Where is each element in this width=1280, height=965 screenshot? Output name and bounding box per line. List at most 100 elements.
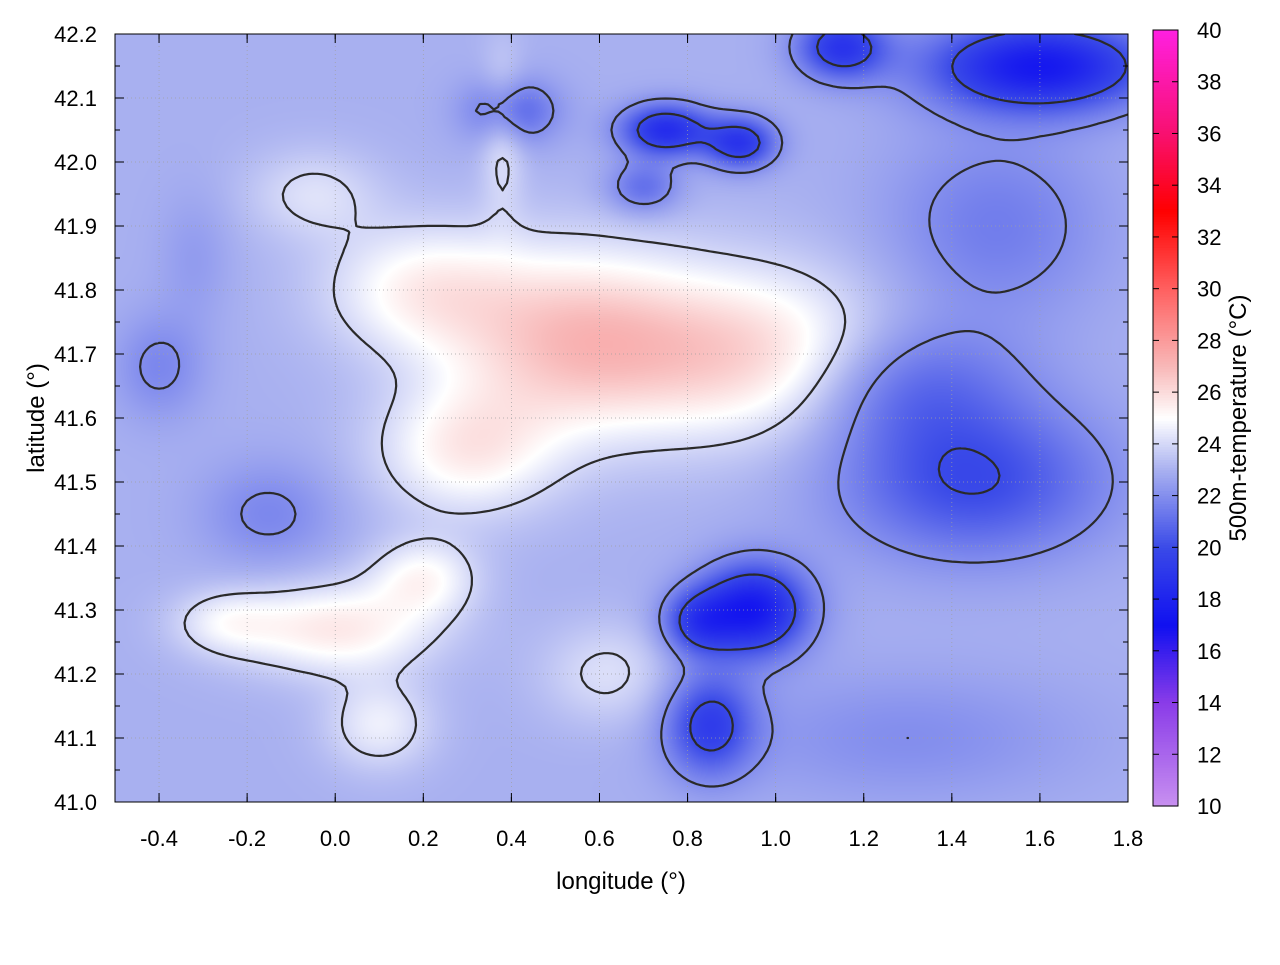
- colorbar-segment: [1153, 627, 1178, 631]
- colorbar-segment: [1153, 71, 1178, 75]
- colorbar-segment: [1153, 304, 1178, 308]
- colorbar-segment: [1153, 353, 1178, 357]
- colorbar-segment: [1153, 521, 1178, 525]
- colorbar-segment: [1153, 508, 1178, 512]
- colorbar-segment: [1153, 733, 1178, 737]
- contour-line: [183, 157, 847, 757]
- colorbar-segment: [1153, 764, 1178, 768]
- x-tick-label: 0.4: [496, 826, 527, 851]
- colorbar-tick-label: 14: [1197, 691, 1221, 716]
- colorbar-segment: [1153, 715, 1178, 719]
- colorbar-segment: [1153, 418, 1178, 422]
- colorbar-segment: [1153, 635, 1178, 639]
- colorbar-segment: [1153, 415, 1178, 419]
- x-tick-label: 0.8: [672, 826, 703, 851]
- colorbar-segment: [1153, 94, 1178, 98]
- colorbar-segment: [1153, 493, 1178, 497]
- colorbar-tick-label: 26: [1197, 380, 1221, 405]
- colorbar-segment: [1153, 247, 1178, 251]
- colorbar-segment: [1153, 133, 1178, 137]
- colorbar-segment: [1153, 707, 1178, 711]
- x-tick-label: -0.4: [140, 826, 178, 851]
- colorbar-segment: [1153, 516, 1178, 520]
- colorbar-segment: [1153, 242, 1178, 246]
- colorbar-segment: [1153, 536, 1178, 541]
- colorbar-segment: [1153, 324, 1178, 329]
- colorbar-segment: [1153, 630, 1178, 634]
- colorbar-segment: [1153, 37, 1178, 41]
- colorbar-segment: [1153, 674, 1178, 678]
- colorbar-segment: [1153, 767, 1178, 771]
- colorbar-segment: [1153, 195, 1178, 199]
- colorbar-segment: [1153, 340, 1178, 344]
- colorbar-segment: [1153, 469, 1178, 473]
- colorbar-segment: [1153, 785, 1178, 789]
- colorbar-segment: [1153, 84, 1178, 88]
- colorbar-segment: [1153, 156, 1178, 160]
- colorbar-tick-label: 28: [1197, 328, 1221, 353]
- colorbar-segment: [1153, 637, 1178, 642]
- colorbar-segment: [1153, 265, 1178, 269]
- y-tick-label: 41.3: [54, 598, 97, 623]
- colorbar-segment: [1153, 645, 1178, 649]
- grid-lines: [115, 34, 1128, 802]
- colorbar-frame: [1152, 29, 1179, 807]
- colorbar-segment: [1153, 449, 1178, 453]
- colorbar-segment: [1153, 539, 1178, 543]
- y-tick-label: 42.2: [54, 22, 97, 47]
- colorbar-segment: [1153, 746, 1178, 750]
- colorbar-segment: [1153, 472, 1178, 476]
- y-tick-label: 41.9: [54, 214, 97, 239]
- colorbar-segment: [1153, 154, 1178, 158]
- colorbar-segment: [1153, 425, 1178, 429]
- colorbar-segment: [1153, 79, 1178, 83]
- colorbar-segment: [1153, 518, 1178, 523]
- colorbar-segment: [1153, 200, 1178, 204]
- colorbar-segment: [1153, 146, 1178, 150]
- colorbar-segment: [1153, 451, 1178, 455]
- colorbar-segment: [1153, 712, 1178, 717]
- colorbar-segment: [1153, 529, 1178, 533]
- colorbar-segment: [1153, 676, 1178, 680]
- y-tick-label: 41.6: [54, 406, 97, 431]
- x-tick-label: 1.4: [937, 826, 968, 851]
- colorbar-segment: [1153, 89, 1178, 93]
- colorbar-segment: [1153, 454, 1178, 458]
- colorbar-segment: [1153, 612, 1178, 616]
- colorbar-segment: [1153, 40, 1178, 44]
- colorbar-segment: [1153, 105, 1178, 109]
- colorbar-segment: [1153, 756, 1178, 761]
- colorbar-segment: [1153, 549, 1178, 554]
- colorbar-segment: [1153, 301, 1178, 305]
- colorbar-segment: [1153, 148, 1178, 153]
- colorbar-segment: [1153, 749, 1178, 753]
- colorbar-segment: [1153, 725, 1178, 729]
- colorbar-segment: [1153, 480, 1178, 484]
- colorbar-segment: [1153, 337, 1178, 341]
- colorbar-segment: [1153, 467, 1178, 471]
- colorbar-segment: [1153, 125, 1178, 129]
- colorbar-segment: [1153, 591, 1178, 595]
- colorbar-segment: [1153, 772, 1178, 776]
- colorbar-segment: [1153, 542, 1178, 546]
- colorbar-segment: [1153, 182, 1178, 186]
- colorbar-segment: [1153, 177, 1178, 181]
- colorbar-segment: [1153, 423, 1178, 427]
- colorbar-segment: [1153, 86, 1178, 91]
- colorbar-segment: [1153, 205, 1178, 210]
- colorbar-segment: [1153, 689, 1178, 693]
- colorbar-segment: [1153, 239, 1178, 243]
- colorbar-segment: [1153, 580, 1178, 585]
- colorbar-segment: [1153, 332, 1178, 336]
- colorbar-segment: [1153, 293, 1178, 298]
- colorbar-segment: [1153, 565, 1178, 569]
- colorbar-segment: [1153, 208, 1178, 212]
- colorbar-tick-label: 22: [1197, 484, 1221, 509]
- colorbar-segment: [1153, 252, 1178, 256]
- colorbar-segment: [1153, 48, 1178, 52]
- colorbar-segment: [1153, 648, 1178, 652]
- colorbar-segment: [1153, 596, 1178, 600]
- x-tick-label: 0.2: [408, 826, 439, 851]
- colorbar-segment: [1153, 120, 1178, 124]
- x-axis-ticks: -0.4 -0.2 0.0 0.2 0.4 0.6 0.8 1.0 1.2 1.4 1.6 1.8: [140, 34, 1143, 851]
